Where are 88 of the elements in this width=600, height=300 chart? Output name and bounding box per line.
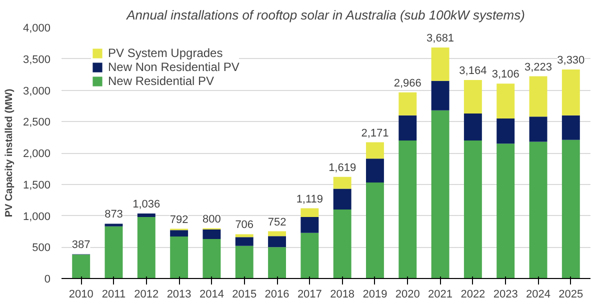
- bar: [431, 110, 450, 278]
- bar: [333, 176, 352, 189]
- total-label: 752: [268, 216, 286, 228]
- total-label: 3,164: [459, 64, 487, 77]
- legend-label: New Residential PV: [108, 74, 214, 88]
- y-tick-label: 3,000: [22, 85, 51, 98]
- x-tick-label: 2019: [362, 288, 388, 300]
- bar: [366, 142, 384, 159]
- bar: [562, 140, 580, 278]
- x-tick-label: 2025: [558, 288, 584, 300]
- total-label: 3,106: [492, 68, 520, 81]
- total-label: 792: [170, 214, 188, 226]
- x-tick-label: 2012: [134, 288, 159, 300]
- bar: [137, 213, 156, 218]
- x-tick-label: 2023: [493, 288, 518, 300]
- y-tick-label: 500: [32, 242, 51, 254]
- total-label: 706: [235, 219, 254, 232]
- bar: [562, 70, 580, 116]
- bar: [366, 182, 384, 278]
- total-label: 1,119: [296, 193, 324, 206]
- y-tick-label: 2,500: [22, 116, 51, 129]
- bar: [431, 48, 450, 81]
- bar: [464, 80, 482, 114]
- bar: [431, 80, 450, 110]
- x-tick-label: 2016: [264, 288, 290, 300]
- bar: [235, 234, 254, 238]
- x-tick-label: 2022: [460, 288, 486, 300]
- legend-label: New Non Residential PV: [108, 60, 240, 74]
- bar: [464, 113, 482, 140]
- bar: [72, 254, 90, 278]
- bar: [464, 140, 482, 278]
- total-label: 3,330: [557, 54, 585, 67]
- bar: [300, 217, 319, 233]
- bar: [398, 92, 417, 116]
- total-label: 1,036: [132, 198, 160, 210]
- total-label: 2,966: [394, 77, 422, 90]
- total-label: 3,681: [426, 32, 454, 45]
- bar: [529, 116, 548, 142]
- x-tick-label: 2017: [297, 288, 322, 300]
- bar: [268, 247, 286, 278]
- bar: [235, 237, 254, 246]
- bar: [333, 209, 352, 278]
- x-tick-label: 2021: [428, 288, 453, 300]
- y-tick-label: 0: [44, 274, 51, 286]
- bar: [170, 236, 188, 278]
- total-label: 1,619: [328, 162, 356, 174]
- bar: [529, 76, 548, 117]
- total-label: 873: [104, 208, 123, 221]
- y-tick-label: 2,000: [22, 148, 51, 160]
- x-tick-label: 2018: [330, 288, 355, 300]
- bar: [398, 115, 417, 140]
- chart-title: Annual installations of rooftop solar in Australia (sub 100kW systems): [126, 8, 525, 22]
- bar: [235, 246, 254, 278]
- x-tick-label: 2013: [166, 288, 192, 300]
- bar: [496, 144, 515, 278]
- total-label: 800: [202, 213, 221, 226]
- y-tick-label: 1,000: [22, 210, 51, 223]
- bar: [268, 231, 286, 236]
- bar: [202, 230, 221, 239]
- total-label: 3,223: [524, 61, 552, 74]
- bar: [170, 230, 188, 236]
- y-tick-label: 4,000: [22, 22, 51, 34]
- y-tick-label: 3,500: [22, 54, 51, 66]
- y-tick-label: 1,500: [22, 179, 51, 192]
- bar: [300, 208, 319, 218]
- bar: [137, 217, 156, 278]
- bar: [496, 118, 515, 144]
- bar: [104, 224, 123, 226]
- bar: [529, 142, 548, 278]
- total-label: 2,171: [361, 127, 389, 140]
- x-tick-label: 2010: [68, 288, 94, 300]
- y-axis-title: PV Capacity installed (MW): [4, 88, 15, 218]
- bar: [496, 84, 515, 118]
- bar: [333, 188, 352, 210]
- total-label: 387: [72, 239, 90, 252]
- bar: [366, 158, 384, 182]
- x-tick-label: 2011: [102, 288, 126, 300]
- x-tick-label: 2024: [526, 288, 550, 300]
- x-tick-label: 2014: [199, 288, 224, 300]
- bar: [104, 226, 123, 278]
- x-tick-label: 2015: [232, 288, 257, 300]
- bar: [562, 115, 580, 140]
- bar: [300, 232, 319, 278]
- bar: [268, 236, 286, 248]
- x-tick-label: 2020: [395, 288, 420, 300]
- bar: [398, 140, 417, 278]
- legend-label: PV System Upgrades: [108, 46, 223, 60]
- bar: [202, 238, 221, 278]
